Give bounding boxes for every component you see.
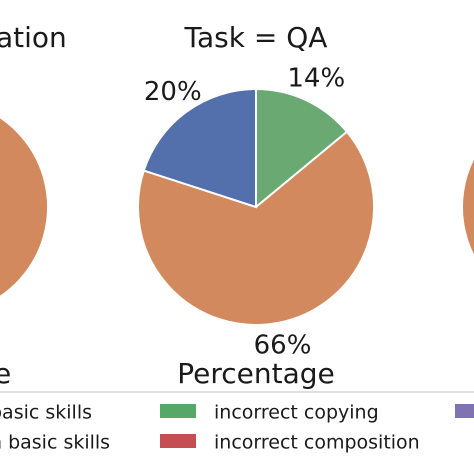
legend-label-1: incorrect copying [214, 402, 379, 424]
xlabel: Percentage [177, 357, 335, 390]
pie-1-label-0: 14% [287, 63, 345, 93]
legend: basic skills incorrect copying n basic ski… [0, 402, 474, 454]
pie-1-slice-2 [142, 87, 257, 209]
left-xlabel-fragment: e [0, 357, 11, 390]
legend-swatch-4 [160, 434, 196, 448]
pie-1-label-2: 20% [144, 77, 202, 107]
pie-2-slice-1 [461, 155, 474, 259]
qa-chart-title: Task = QA [184, 21, 328, 54]
legend-label-0: basic skills [0, 402, 92, 424]
pie-1-slice-1 [137, 130, 375, 326]
pie-1-slice-0 [255, 87, 349, 210]
left-chart-title: ation [0, 21, 67, 54]
legend-label-3: n basic skills [0, 432, 110, 454]
legend-swatch-1 [160, 404, 196, 418]
pie-0-slice-1 [0, 116, 49, 298]
legend-label-4: incorrect composition [214, 432, 420, 454]
legend-box [0, 391, 474, 474]
legend-swatch-2 [455, 404, 474, 418]
pie-1-label-1: 66% [254, 331, 312, 361]
pies-group: %14%66%20%2816 [0, 63, 474, 361]
